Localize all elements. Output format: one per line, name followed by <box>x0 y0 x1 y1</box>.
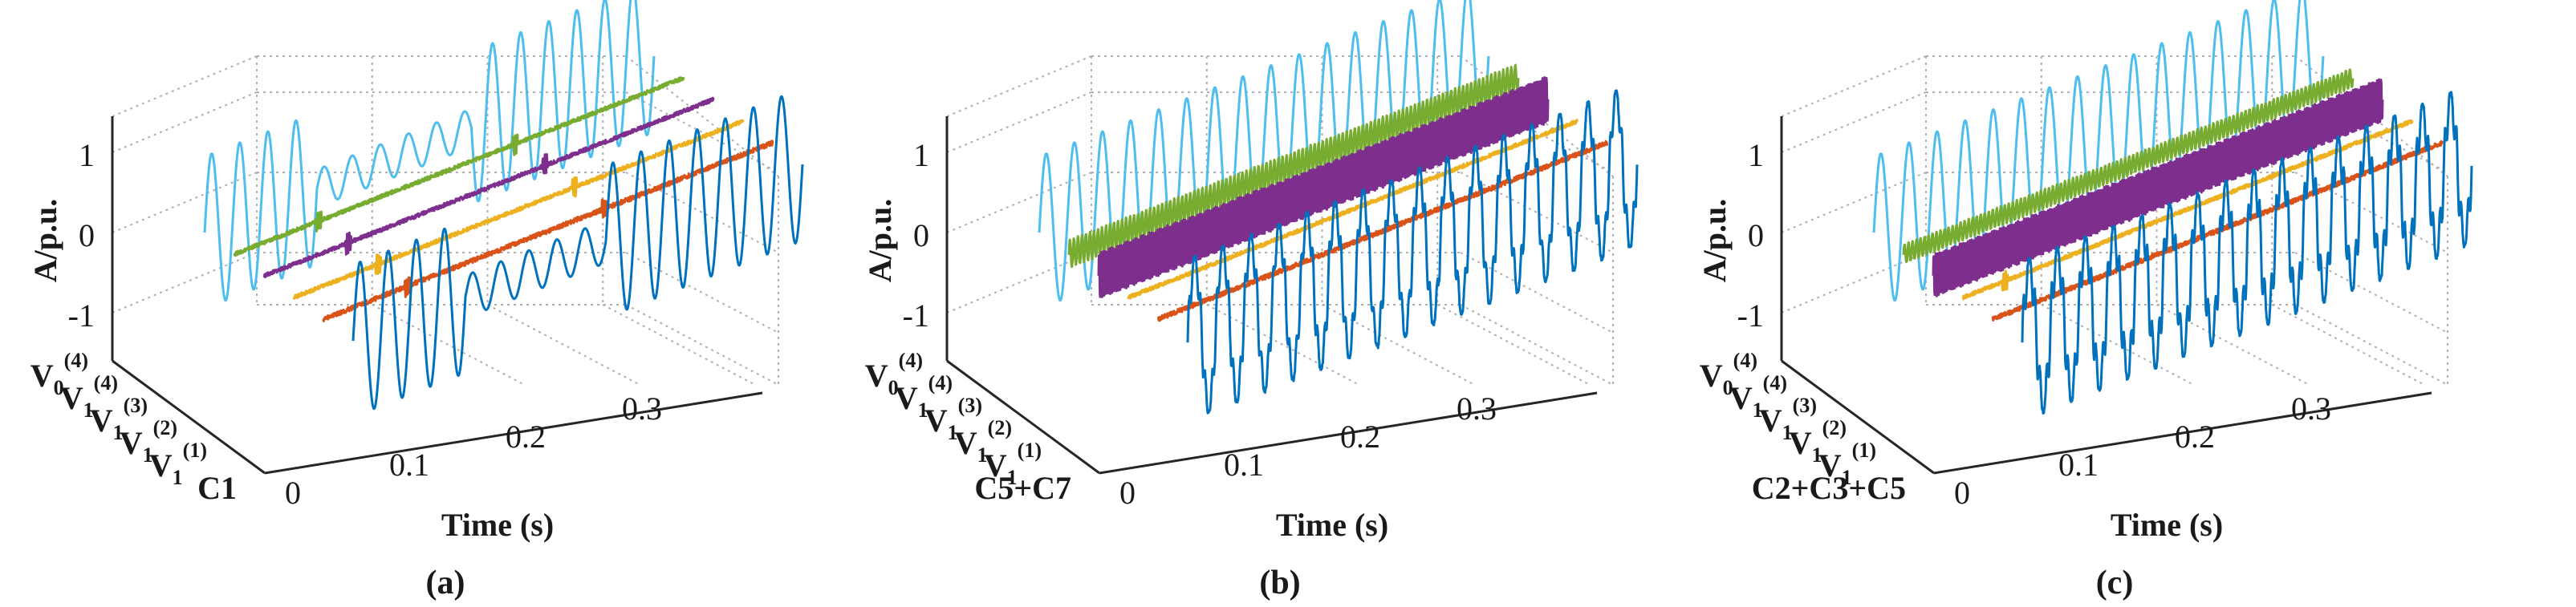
category-axis <box>112 359 266 475</box>
z-tick-label: 1 <box>79 137 95 173</box>
time-tick-label: 0 <box>285 475 301 511</box>
series-line-3 <box>1127 118 1579 300</box>
panel-caption: (a) <box>426 565 465 601</box>
series-line-5 <box>351 95 804 411</box>
z-axis-label: A/p.u. <box>862 199 898 283</box>
category-label: V1(4) <box>1729 371 1787 422</box>
z-axis-label: A/p.u. <box>27 199 63 283</box>
panel-c: 1 0 -1A/p.u. V0(4)V1(4)V1(3)V1(2)V1(1)C2+C3… <box>1696 0 2473 601</box>
series <box>1038 0 1639 415</box>
time-axis <box>1933 391 2432 475</box>
series-line-4 <box>1156 140 1609 322</box>
z-tick-label: 0 <box>79 217 95 253</box>
series-line-1 <box>233 76 685 257</box>
series-line-1 <box>1902 68 2355 264</box>
z-tick-label: 0 <box>1748 217 1764 253</box>
series-line-2 <box>1932 78 2384 297</box>
time-axis <box>1099 391 1598 475</box>
time-tick-label: 0.1 <box>1224 447 1264 483</box>
time-tick-label: 0.2 <box>2175 419 2215 455</box>
series-line-2 <box>1097 76 1550 298</box>
z-tick-label: -1 <box>903 297 929 334</box>
series-line-4 <box>1991 140 2444 322</box>
time-axis-label: Time (s) <box>441 507 554 543</box>
time-axis-label: Time (s) <box>2111 507 2223 543</box>
time-tick-label: 0.2 <box>506 419 546 455</box>
category-axis <box>1781 359 1935 475</box>
time-tick-label: 0.3 <box>2291 391 2331 427</box>
axes <box>945 116 1598 475</box>
time-tick-label: 0 <box>1954 475 1970 511</box>
series-line-5 <box>1186 89 1639 415</box>
category-label: V1(2) <box>954 416 1012 467</box>
category-label: C5+C7 <box>974 470 1071 506</box>
series-line-2 <box>262 96 715 278</box>
series-line-4 <box>322 140 774 322</box>
time-tick-label: 0.1 <box>389 447 429 483</box>
axes <box>1780 116 2432 475</box>
time-tick-label: 0.2 <box>1340 419 1380 455</box>
category-label: V1(3) <box>1759 394 1817 444</box>
time-tick-label: 0.3 <box>1457 391 1497 427</box>
category-label: V1(4) <box>60 371 118 422</box>
category-label: V1(2) <box>120 416 177 467</box>
category-label: V1(3) <box>924 394 982 444</box>
series <box>1872 0 2473 415</box>
category-label: V0(4) <box>1700 349 1757 399</box>
series-line-5 <box>2021 91 2473 415</box>
category-axis <box>946 359 1100 475</box>
series <box>203 0 804 411</box>
category-label: V1(1) <box>149 439 207 489</box>
time-tick-label: 0.1 <box>2058 447 2099 483</box>
labels: 1 0 -1A/p.u. V0(4)V1(4)V1(3)V1(2)V1(1)C2+C3… <box>1696 137 2331 601</box>
z-tick-label: 1 <box>913 137 929 173</box>
category-label: V1(2) <box>1789 416 1847 467</box>
labels: 1 0 -1A/p.u. V0(4)V1(4)V1(3)V1(2)V1(1)C5+C7… <box>862 137 1497 601</box>
z-tick-label: 0 <box>913 217 929 253</box>
z-axis-label: A/p.u. <box>1696 199 1733 283</box>
time-axis <box>264 391 763 475</box>
panel-a: 1 0 -1A/p.u. V0(4)V1(4)V1(3)V1(2)V1(1)C1 0 0.… <box>27 0 804 601</box>
panel-caption: (b) <box>1259 565 1300 601</box>
category-label: V1(1) <box>984 439 1042 489</box>
category-label: V1(4) <box>895 371 953 422</box>
time-tick-label: 0.3 <box>622 391 662 427</box>
panel-b: 1 0 -1A/p.u. V0(4)V1(4)V1(3)V1(2)V1(1)C5+C7… <box>862 0 1639 601</box>
labels: 1 0 -1A/p.u. V0(4)V1(4)V1(3)V1(2)V1(1)C1 0 0.… <box>27 137 662 601</box>
category-label: V1(1) <box>1818 439 1876 489</box>
panel-caption: (c) <box>2096 565 2134 601</box>
z-tick-label: 1 <box>1748 137 1764 173</box>
time-axis-label: Time (s) <box>1276 507 1388 543</box>
z-tick-label: -1 <box>1737 297 1764 334</box>
category-label: C1 <box>197 470 237 506</box>
time-tick-label: 0 <box>1119 475 1136 511</box>
z-tick-label: -1 <box>68 297 95 334</box>
category-label: C2+C3+C5 <box>1752 470 1906 506</box>
category-label: V0(4) <box>865 349 923 399</box>
series-line-3 <box>292 119 745 300</box>
axes <box>111 116 763 475</box>
category-label: V0(4) <box>30 349 88 399</box>
grid <box>112 55 779 386</box>
category-label: V1(3) <box>90 394 148 444</box>
